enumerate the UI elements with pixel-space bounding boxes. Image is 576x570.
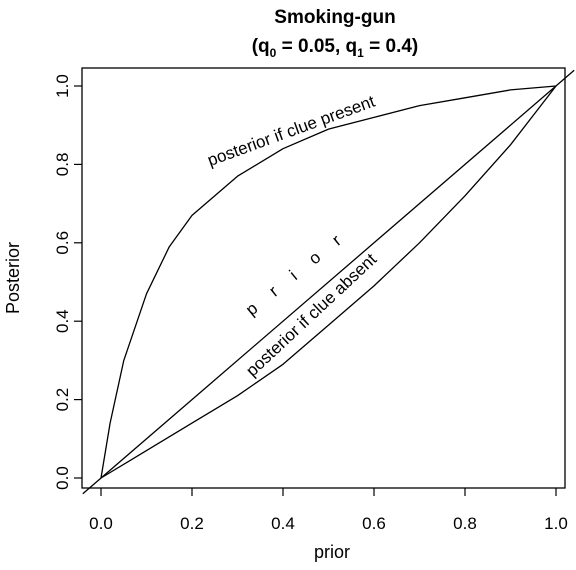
- x-tick-label-1: 0.2: [180, 514, 204, 533]
- y-tick-label-0: 0.0: [53, 466, 72, 490]
- series-line-prior: [82, 69, 575, 495]
- y-tick-label-5: 1.0: [53, 74, 72, 98]
- y-tick-label-4: 0.8: [53, 153, 72, 177]
- label-posterior-clue-present: posterior if clue present: [205, 92, 378, 170]
- series-line-posterior-clue-absent: [100, 85, 557, 479]
- y-tick-label-1: 0.2: [53, 388, 72, 412]
- x-tick-label-5: 1.0: [544, 514, 568, 533]
- chart-title: Smoking-gun: [274, 7, 395, 28]
- y-tick-label-3: 0.6: [53, 231, 72, 255]
- chart-subtitle: (q0 = 0.05, q1 = 0.4): [252, 36, 419, 60]
- x-tick-label-2: 0.4: [271, 514, 295, 533]
- x-axis: 0.0 0.2 0.4 0.6 0.8 1.0: [89, 488, 568, 533]
- series-line-posterior-clue-present: [100, 85, 557, 479]
- subtitle-open: (q: [252, 36, 270, 57]
- plot-frame: [81, 67, 566, 489]
- subtitle-q0-subscript: 0: [270, 46, 277, 60]
- subtitle-q1-subscript: 1: [357, 46, 364, 60]
- y-axis: 0.0 0.2 0.4 0.6 0.8 1.0: [53, 74, 82, 490]
- x-tick-label-0: 0.0: [89, 514, 113, 533]
- y-tick-label-2: 0.4: [53, 309, 72, 333]
- series-lines: [82, 69, 575, 495]
- x-tick-label-3: 0.6: [362, 514, 386, 533]
- x-axis-label: prior: [314, 542, 350, 562]
- subtitle-q0-rest: = 0.05, q: [276, 36, 357, 57]
- y-axis-label: Posterior: [3, 242, 23, 314]
- subtitle-q1-rest: = 0.4): [364, 36, 418, 57]
- x-tick-label-4: 0.8: [453, 514, 477, 533]
